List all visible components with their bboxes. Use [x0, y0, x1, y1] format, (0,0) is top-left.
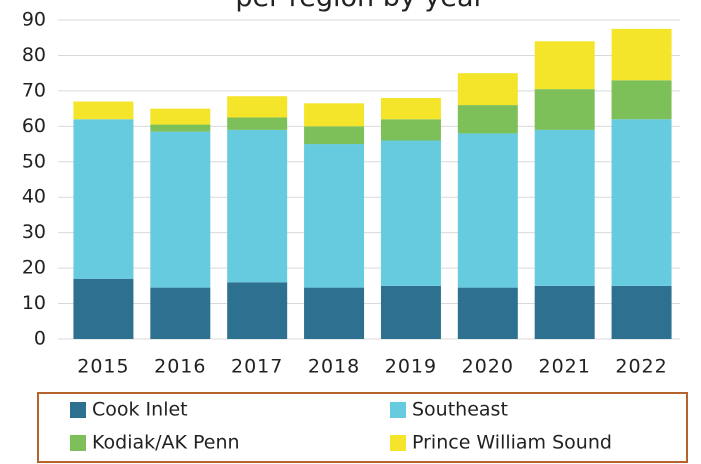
bar-segment [150, 108, 211, 125]
bar-segment [457, 287, 518, 339]
y-tick-label: 50 [22, 150, 46, 172]
bar-segment [534, 285, 595, 339]
bar-segment [150, 124, 211, 132]
bar-segment [227, 96, 288, 118]
y-tick-label: 80 [22, 44, 46, 66]
bar-segment [611, 119, 672, 286]
bar-segment [534, 129, 595, 286]
legend-swatch [70, 402, 86, 418]
bar-segment [304, 103, 365, 127]
bar-segment [227, 129, 288, 283]
y-tick-label: 10 [22, 292, 46, 314]
bar-segment [380, 97, 441, 120]
bar-segment [73, 101, 134, 120]
bar-segment [380, 285, 441, 339]
y-tick-label: 90 [22, 9, 46, 31]
bar-segment [73, 119, 134, 279]
legend-label: Kodiak/AK Penn [92, 432, 240, 454]
legend-label: Cook Inlet [92, 399, 188, 421]
legend-swatch [70, 435, 86, 451]
bar-segment [304, 126, 365, 145]
bar-segment [380, 140, 441, 286]
y-tick-label: 40 [22, 186, 46, 208]
y-tick-label: 70 [22, 79, 46, 101]
x-tick-label: 2021 [539, 356, 591, 378]
bar-segment [457, 105, 518, 134]
bar-segment [150, 287, 211, 339]
bar-segment [611, 28, 672, 81]
bar-segment [227, 282, 288, 339]
bar-segment [304, 287, 365, 339]
bar-segment [534, 41, 595, 90]
x-tick-label: 2016 [154, 356, 206, 378]
y-tick-label: 20 [22, 257, 46, 279]
bar-segment [380, 119, 441, 141]
x-tick-label: 2020 [462, 356, 514, 378]
y-tick-label: 30 [22, 221, 46, 243]
x-tick-label: 2022 [615, 356, 667, 378]
legend-label: Southeast [412, 399, 508, 421]
bar-segment [150, 131, 211, 288]
bar-segment [304, 144, 365, 288]
x-tick-label: 2017 [231, 356, 283, 378]
bar-segment [611, 80, 672, 120]
legend-swatch [390, 435, 406, 451]
bar-segment [534, 89, 595, 130]
bar-segment [457, 73, 518, 106]
bar-segment [611, 285, 672, 339]
legend-swatch [390, 402, 406, 418]
bar-segment [73, 278, 134, 339]
x-tick-label: 2015 [77, 356, 129, 378]
x-tick-label: 2019 [385, 356, 437, 378]
y-tick-label: 60 [22, 115, 46, 137]
bar-segment [227, 117, 288, 130]
chart-title: per region by year [235, 0, 485, 13]
bar-segment [457, 133, 518, 288]
x-tick-label: 2018 [308, 356, 360, 378]
y-tick-label: 0 [34, 328, 46, 350]
legend-box [37, 392, 688, 463]
legend-label: Prince William Sound [412, 432, 612, 454]
